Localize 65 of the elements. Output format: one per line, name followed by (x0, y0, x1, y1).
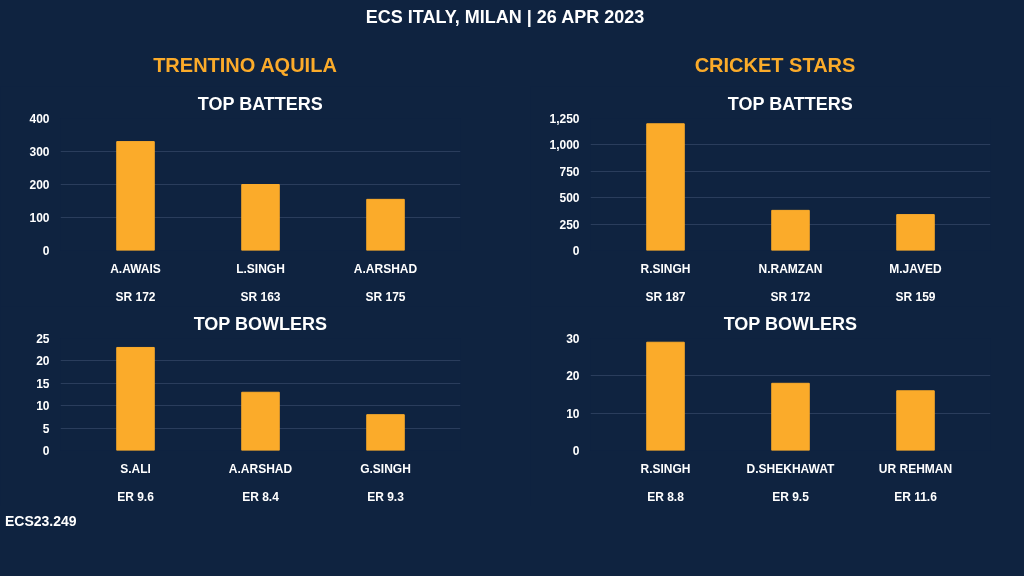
y-tick-label: 20 (36, 354, 50, 369)
bar (771, 382, 810, 451)
y-tick-label: 0 (42, 444, 50, 458)
text: ER 11.6 (894, 489, 938, 504)
bar (771, 209, 810, 251)
bar (241, 391, 280, 451)
bar (646, 123, 685, 251)
bar (366, 198, 405, 251)
bar (896, 214, 935, 251)
chart-title: TOP BATTERS (727, 93, 853, 114)
x-tick-label: A.ARSHAD (228, 461, 293, 476)
text: ER 8.4 (242, 489, 280, 504)
y-tick-label: 30 (566, 332, 580, 346)
y-tick-label: 0 (572, 244, 580, 258)
y-tick-label: 750 (559, 164, 580, 179)
text: SR 172 (770, 289, 811, 304)
x-tick-label: R.SINGH (640, 261, 691, 276)
y-tick-label: 100 (29, 211, 50, 225)
text: SR 163 (240, 289, 281, 304)
text: ER 9.5 (772, 489, 810, 504)
y-tick-label: 500 (559, 191, 580, 206)
chart-title: TOP BOWLERS (723, 313, 858, 334)
y-tick-label: 20 (566, 369, 580, 384)
chart-subtitle: TRENTINO AQUILA (153, 53, 337, 78)
x-tick-label: L.SINGH (236, 261, 285, 276)
x-tick-label: N.RAMZAN (758, 261, 823, 276)
x-tick-label: G.SINGH (360, 461, 411, 476)
y-tick-label: 25 (36, 332, 50, 346)
x-tick-label: M.JAVED (889, 261, 943, 276)
y-tick-label: 10 (36, 399, 50, 414)
y-tick-label: 1,250 (549, 112, 580, 126)
y-tick-label: 1,000 (549, 138, 580, 153)
y-tick-label: 250 (559, 217, 580, 232)
y-tick-label: 300 (29, 145, 50, 159)
x-tick-label: R.SINGH (640, 461, 691, 476)
x-tick-label: UR REHMAN (878, 461, 953, 476)
bar (241, 184, 280, 251)
text: ECS ITALY, MILAN | 26 APR 2023 (365, 6, 645, 29)
text: SR 159 (895, 289, 936, 304)
y-tick-label: 5 (42, 421, 50, 436)
bar (116, 141, 155, 251)
y-tick-label: 0 (42, 244, 50, 258)
y-tick-label: 0 (572, 444, 580, 458)
y-tick-label: 400 (29, 112, 50, 126)
y-tick-label: 15 (36, 376, 50, 391)
bar (366, 414, 405, 451)
text: ER 9.6 (117, 489, 155, 504)
bar (646, 341, 685, 451)
y-tick-label: 10 (566, 406, 580, 421)
y-tick-label: 200 (29, 178, 50, 192)
text: SR 187 (645, 289, 686, 304)
x-tick-label: A.AWAIS (110, 261, 161, 276)
text: SR 172 (115, 289, 156, 304)
x-tick-label: D.SHEKHAWAT (746, 461, 836, 476)
chart-title: TOP BATTERS (197, 93, 323, 114)
text: ER 9.3 (367, 489, 405, 504)
chart-title: TOP BOWLERS (193, 313, 328, 334)
bar (116, 346, 155, 451)
chart-subtitle: CRICKET STARS (694, 53, 856, 78)
text: ECS23.249 (5, 512, 77, 531)
x-tick-label: A.ARSHAD (353, 261, 418, 276)
bar (896, 390, 935, 451)
x-tick-label: S.ALI (120, 461, 151, 476)
text: SR 175 (365, 289, 406, 304)
text: ER 8.8 (647, 489, 685, 504)
